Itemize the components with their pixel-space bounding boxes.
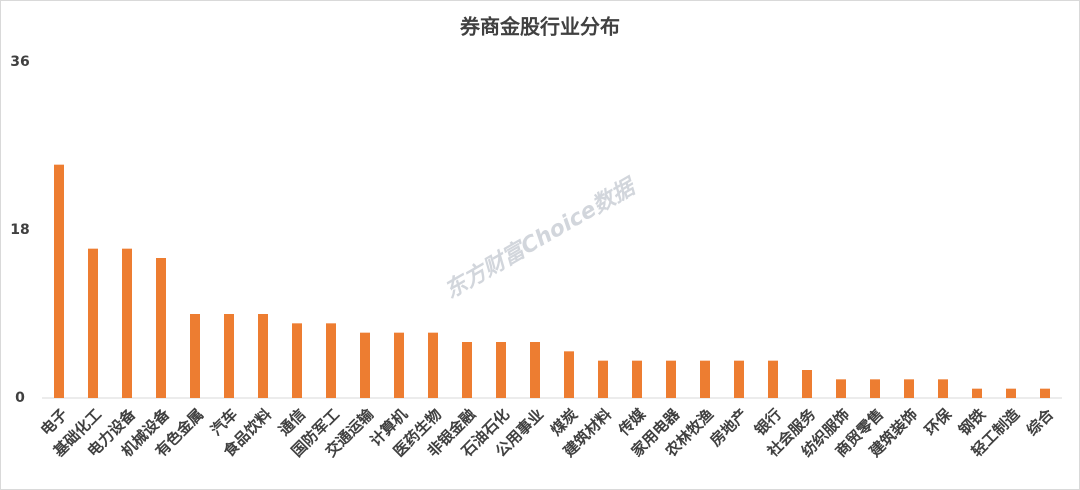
bar <box>1040 388 1050 398</box>
bar <box>326 323 336 398</box>
bar <box>54 164 64 398</box>
bar <box>666 360 676 398</box>
bar <box>394 332 404 398</box>
bar <box>734 360 744 398</box>
bar <box>496 342 506 398</box>
bar <box>258 314 268 398</box>
bar <box>190 314 200 398</box>
bar <box>564 351 574 398</box>
bar <box>870 379 880 398</box>
bar <box>632 360 642 398</box>
bar <box>700 360 710 398</box>
chart-title: 券商金股行业分布 <box>459 15 620 39</box>
bar <box>292 323 302 398</box>
y-tick-label: 36 <box>10 54 29 70</box>
bar <box>156 258 166 398</box>
bar <box>462 342 472 398</box>
y-tick-label: 0 <box>15 390 25 406</box>
bar <box>88 248 98 398</box>
y-tick-label: 18 <box>10 222 29 238</box>
bar <box>360 332 370 398</box>
bar <box>1006 388 1016 398</box>
bar <box>836 379 846 398</box>
bar <box>904 379 914 398</box>
bar <box>972 388 982 398</box>
bar <box>530 342 540 398</box>
bar <box>938 379 948 398</box>
bar <box>428 332 438 398</box>
bar <box>768 360 778 398</box>
bar <box>598 360 608 398</box>
bar <box>802 370 812 398</box>
bar <box>224 314 234 398</box>
bar <box>122 248 132 398</box>
